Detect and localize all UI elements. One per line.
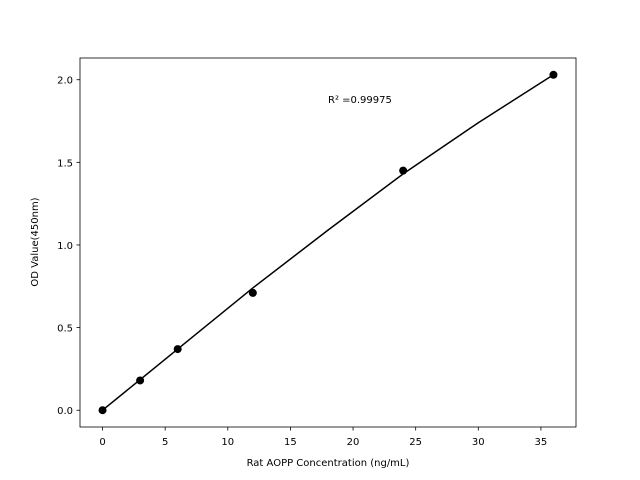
y-tick-label: 0.0 (57, 406, 73, 417)
x-tick-label: 25 (409, 437, 422, 448)
x-tick-label: 20 (347, 437, 360, 448)
x-tick-label: 30 (472, 437, 485, 448)
data-point (248, 288, 257, 297)
y-tick-label: 2.0 (57, 76, 73, 87)
x-tick-label: 5 (162, 437, 168, 448)
data-point (98, 406, 107, 415)
x-axis-label: Rat AOPP Concentration (ng/mL) (247, 458, 410, 469)
y-tick-label: 1.0 (57, 241, 73, 252)
data-point (399, 166, 408, 175)
annotation: R² =0.99975 (328, 95, 392, 106)
x-tick-label: 10 (221, 437, 234, 448)
data-point (136, 376, 145, 385)
data-point (173, 345, 182, 354)
y-tick-label: 1.5 (57, 158, 73, 169)
data-point (549, 70, 558, 79)
x-tick-label: 0 (99, 437, 105, 448)
y-axis-label: OD Value(450nm) (30, 197, 41, 286)
plot-frame (79, 57, 577, 428)
x-tick-label: 35 (535, 437, 548, 448)
x-tick-label: 15 (284, 437, 297, 448)
fit-line (102, 74, 554, 411)
y-tick-label: 0.5 (57, 324, 73, 335)
